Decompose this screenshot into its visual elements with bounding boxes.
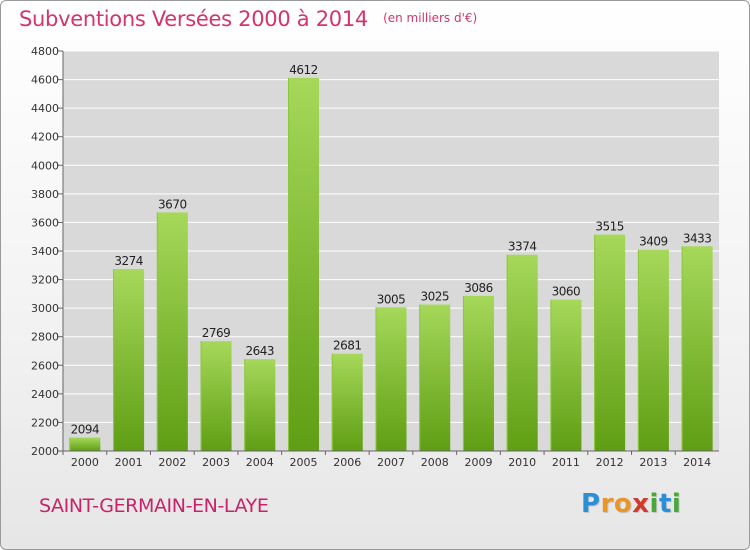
bar-2005 (288, 77, 320, 451)
data-label: 3374 (508, 240, 537, 254)
bar-2002 (156, 212, 188, 451)
x-tick-label: 2013 (639, 456, 667, 469)
chart-title: Subventions Versées 2000 à 2014 (19, 7, 368, 31)
bar-2006 (331, 353, 363, 451)
data-label: 3515 (595, 220, 624, 234)
logo-letter: o (613, 489, 633, 519)
y-tick-label: 4400 (31, 102, 59, 115)
x-tick-label: 2005 (290, 456, 318, 469)
x-tick-label: 2006 (333, 456, 361, 469)
y-tick-label: 4800 (31, 45, 59, 58)
data-label: 4612 (289, 63, 318, 77)
y-tick-label: 2600 (31, 359, 59, 372)
bar-2008 (419, 304, 451, 451)
y-tick-label: 2400 (31, 388, 59, 401)
y-tick-label: 4000 (31, 159, 59, 172)
x-tick-label: 2009 (464, 456, 492, 469)
y-tick-label: 4600 (31, 74, 59, 87)
y-tick-label: 3200 (31, 274, 59, 287)
data-label: 3670 (158, 197, 187, 211)
bar-2003 (200, 341, 232, 451)
bar-2007 (375, 307, 407, 451)
logo-letter: i (649, 489, 659, 519)
logo-letter: x (632, 489, 650, 519)
data-label: 3086 (464, 281, 493, 295)
chart-unit: (en milliers d'€) (383, 11, 478, 25)
bar-2012 (594, 234, 626, 451)
x-tick-label: 2003 (202, 456, 230, 469)
y-tick-label: 2000 (31, 445, 59, 458)
y-tick-label: 2200 (31, 416, 59, 429)
logo-letter: P (581, 489, 601, 519)
proxiti-logo: Proxiti (581, 489, 681, 519)
logo-letter: i (671, 489, 682, 519)
y-tick-label: 3000 (31, 302, 59, 315)
data-label: 3409 (639, 235, 668, 249)
data-label: 2094 (71, 423, 100, 437)
y-tick-label: 3600 (31, 216, 59, 229)
data-label: 3025 (420, 290, 449, 304)
x-tick-label: 2011 (552, 456, 580, 469)
x-tick-label: 2008 (421, 456, 449, 469)
bar-2001 (113, 269, 145, 451)
data-label: 2769 (202, 326, 231, 340)
bar-2004 (244, 359, 276, 451)
x-tick-label: 2012 (596, 456, 624, 469)
data-label: 3005 (377, 292, 406, 306)
bar-2009 (462, 295, 494, 451)
logo-letter: r (600, 489, 614, 519)
logo-letter: t (658, 489, 672, 519)
title-block: Subventions Versées 2000 à 2014 (en mill… (19, 7, 477, 31)
x-tick-label: 2010 (508, 456, 536, 469)
data-label: 3433 (683, 231, 712, 245)
y-tick-label: 3400 (31, 245, 59, 258)
commune-name: SAINT-GERMAIN-EN-LAYE (39, 495, 269, 517)
y-tick-label: 3800 (31, 188, 59, 201)
bar-2013 (637, 249, 669, 451)
x-tick-label: 2000 (71, 456, 99, 469)
data-label: 2643 (246, 344, 275, 358)
x-tick-label: 2002 (158, 456, 186, 469)
bar-2014 (681, 246, 713, 451)
data-label: 3060 (552, 285, 581, 299)
bar-2011 (550, 299, 582, 451)
bar-2000 (69, 437, 101, 451)
bar-2010 (506, 254, 538, 451)
x-tick-label: 2001 (115, 456, 143, 469)
y-tick-label: 4200 (31, 131, 59, 144)
y-tick-label: 2800 (31, 331, 59, 344)
x-tick-label: 2004 (246, 456, 274, 469)
x-tick-label: 2007 (377, 456, 405, 469)
data-label: 3274 (114, 254, 143, 268)
x-tick-label: 2014 (683, 456, 711, 469)
data-label: 2681 (333, 339, 362, 353)
